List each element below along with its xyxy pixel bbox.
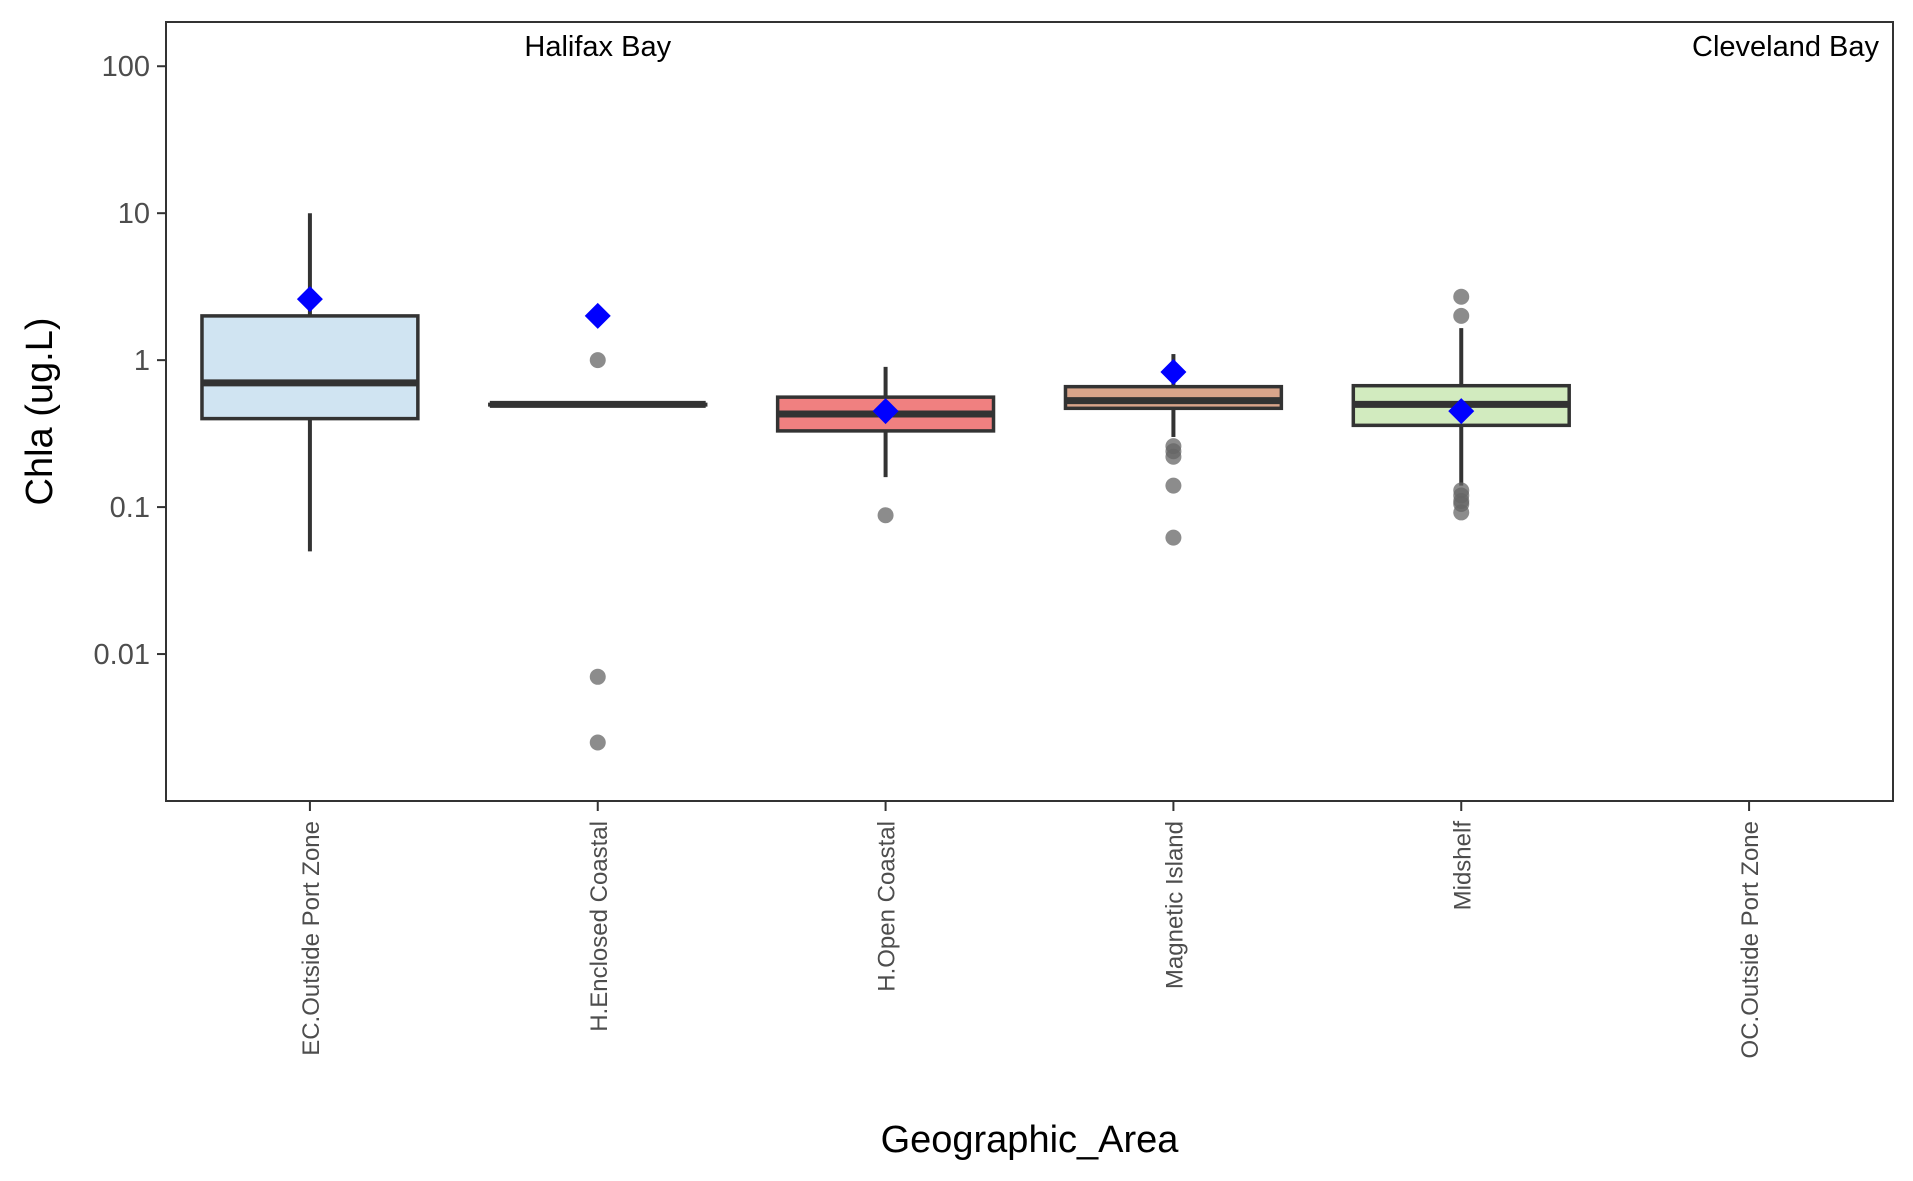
outlier-point [1453,504,1470,521]
box-group [1063,354,1284,546]
mean-marker [296,286,323,313]
x-tick-label: H.Enclosed Coastal [586,821,613,1032]
box-group [488,302,708,751]
mean-marker [872,398,899,425]
y-tick-label: 100 [102,51,150,83]
y-axis-title: Chla (ug.L) [19,318,61,506]
outlier-point [877,507,894,524]
outlier-point [589,352,606,369]
y-axis: 0.01 0.1 1 10 100 [94,51,166,671]
x-axis-title: Geographic_Area [881,1119,1180,1161]
box-iqr [200,314,420,421]
outlier-point [1453,307,1470,324]
x-tick-label: Midshelf [1449,821,1476,911]
outlier-point [589,668,606,685]
y-tick-label: 0.1 [110,492,150,524]
x-tick-label: OC.Outside Port Zone [1737,821,1764,1058]
mean-marker [1448,398,1475,425]
x-tick-label: H.Open Coastal [874,821,901,992]
outlier-point [1165,448,1182,465]
mean-marker [584,302,611,329]
outlier-point [1165,529,1182,546]
x-axis: EC.Outside Port Zone H.Enclosed Coastal H.… [298,801,1764,1058]
annotations: Halifax Bay Cleveland Bay [524,31,1879,63]
box-series [200,213,1571,751]
box-group [1351,288,1571,521]
area-annotation: Cleveland Bay [1692,31,1879,63]
x-tick-label: EC.Outside Port Zone [298,821,325,1056]
plot-panel [165,21,1894,802]
box-group [200,213,420,552]
area-annotation: Halifax Bay [524,31,671,63]
outlier-point [1165,477,1182,494]
x-tick-label: Magnetic Island [1161,821,1188,989]
y-tick-label: 10 [118,198,150,230]
outlier-point [1453,288,1470,305]
y-tick-label: 1 [134,345,150,377]
box-group [775,366,996,524]
mean-marker [1160,359,1187,386]
y-tick-label: 0.01 [94,639,150,671]
outlier-point [589,734,606,751]
